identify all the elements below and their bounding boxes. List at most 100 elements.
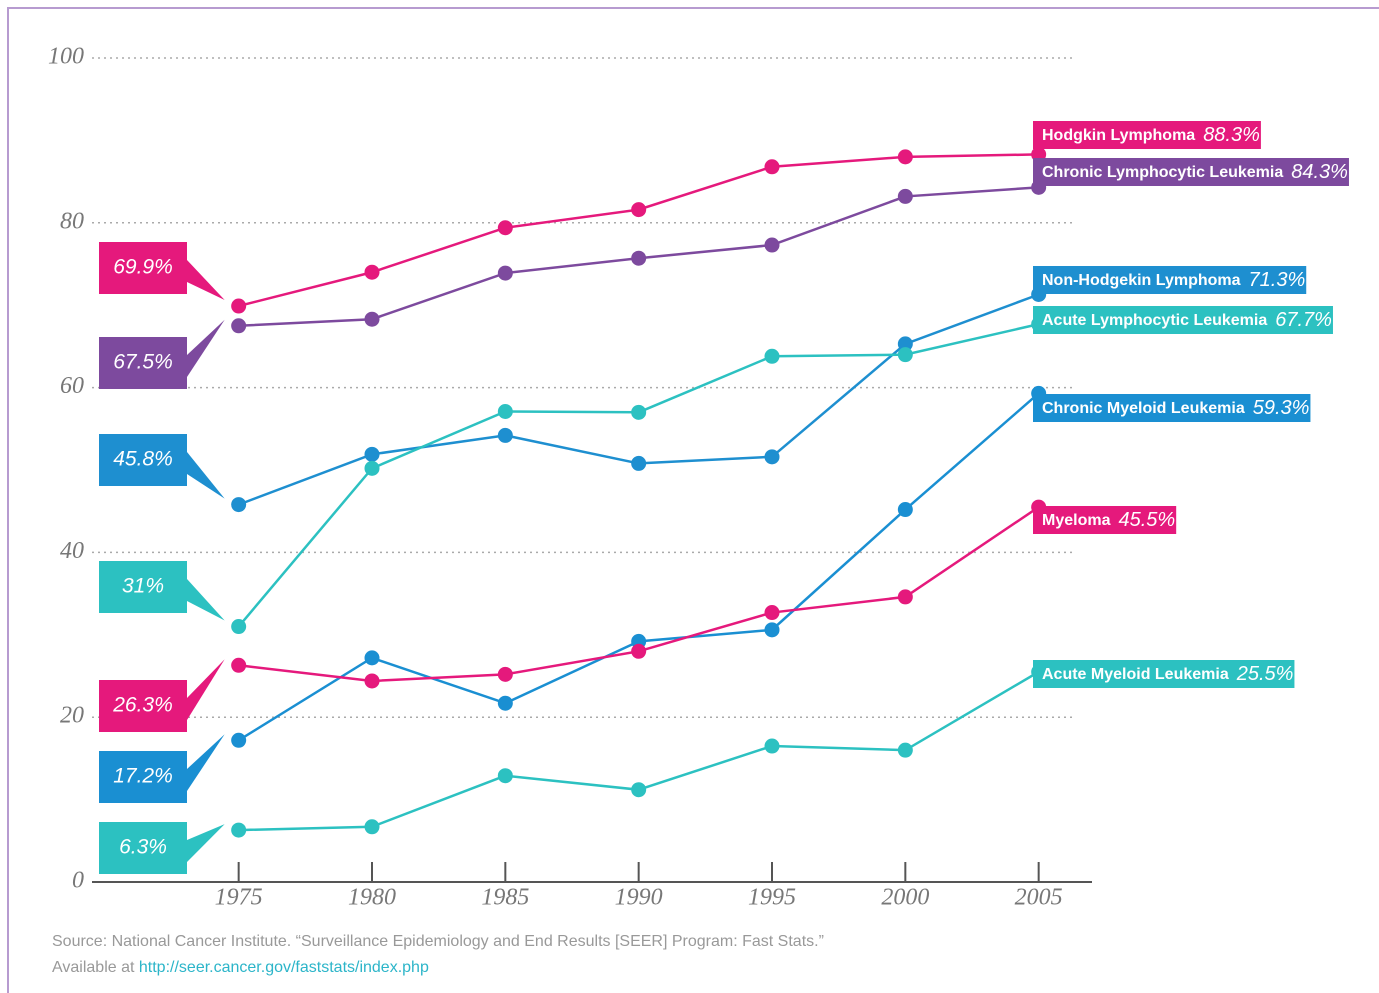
callout-pointer xyxy=(187,579,225,621)
data-point xyxy=(364,311,380,327)
callout-box xyxy=(99,680,187,732)
series-label: Hodgkin Lymphoma 88.3% xyxy=(1033,121,1261,149)
series-line xyxy=(238,670,1040,832)
value-label: 84.3% xyxy=(1291,161,1348,183)
series-label: Chronic Lymphocytic Leukemia 84.3% xyxy=(1033,158,1349,186)
data-point xyxy=(231,657,247,673)
data-point xyxy=(764,348,780,364)
x-tick-label: 1975 xyxy=(215,885,263,911)
series-name: Acute Myeloid Leukemia xyxy=(1042,666,1229,683)
value-label: 88.3% xyxy=(1203,124,1260,146)
series-label: Chronic Myeloid Leukemia 59.3% xyxy=(1033,394,1311,422)
y-tick-label: 0 xyxy=(72,868,84,894)
series-name: Myeloma xyxy=(1042,512,1111,529)
source-line: Available at http://seer.cancer.gov/fast… xyxy=(52,959,429,976)
callout-pointer xyxy=(187,734,225,791)
data-point xyxy=(764,622,780,638)
x-tick-label: 1995 xyxy=(748,885,796,911)
series-label-text: Acute Myeloid Leukemia 25.5% xyxy=(1042,663,1293,685)
value-label: 69.9% xyxy=(113,256,173,279)
series-line xyxy=(238,392,1040,742)
data-point xyxy=(897,336,913,352)
callout-pointer xyxy=(187,824,225,862)
callout-box xyxy=(99,434,187,486)
data-point xyxy=(497,666,513,682)
series-line xyxy=(238,293,1040,506)
callout-box xyxy=(99,337,187,389)
series-name: Non-Hodgekin Lymphoma xyxy=(1042,272,1241,289)
data-point xyxy=(764,159,780,175)
data-point xyxy=(631,250,647,266)
data-point xyxy=(497,265,513,281)
series-label: Acute Lymphocytic Leukemia 67.7% xyxy=(1033,306,1333,334)
data-point xyxy=(764,449,780,465)
series-line xyxy=(237,322,1039,628)
data-point xyxy=(364,446,380,462)
frame xyxy=(7,7,1379,993)
series-label-box xyxy=(1033,266,1307,294)
data-point xyxy=(764,237,780,253)
data-point xyxy=(497,220,513,236)
data-point xyxy=(231,298,247,314)
data-point xyxy=(631,455,647,471)
data-point xyxy=(231,318,247,334)
data-point xyxy=(897,149,913,165)
series-name: Acute Lymphocytic Leukemia xyxy=(1042,312,1267,329)
series-label-text: Chronic Myeloid Leukemia 59.3% xyxy=(1042,397,1309,419)
y-tick-label: 60 xyxy=(60,373,84,399)
data-point xyxy=(897,502,913,518)
x-tick-label: 2005 xyxy=(1015,885,1063,911)
value-label: 67.5% xyxy=(113,351,173,374)
x-tick-label: 1990 xyxy=(615,885,663,911)
data-point xyxy=(631,643,647,659)
callout-box xyxy=(99,822,187,874)
source-link[interactable]: http://seer.cancer.gov/faststats/index.p… xyxy=(139,959,429,976)
data-point xyxy=(897,188,913,204)
value-label: 25.5% xyxy=(1236,663,1294,685)
callout-box xyxy=(99,561,187,613)
data-point xyxy=(364,650,380,666)
value-label: 6.3% xyxy=(119,836,167,859)
y-tick-label: 100 xyxy=(48,44,84,70)
source-prefix: Available at xyxy=(52,959,135,976)
value-label: 45.5% xyxy=(1118,509,1175,531)
data-point xyxy=(231,497,247,513)
data-point xyxy=(364,460,380,476)
series-label: Acute Myeloid Leukemia 25.5% xyxy=(1033,660,1295,688)
source-line: Source: National Cancer Institute. “Surv… xyxy=(52,933,824,950)
value-label: 26.3% xyxy=(112,694,173,717)
callout-box xyxy=(99,242,187,294)
series-label-box xyxy=(1033,158,1349,186)
callout-box xyxy=(99,751,187,803)
x-tick-label: 2000 xyxy=(881,885,929,911)
callout-pointer xyxy=(187,452,225,499)
series-label-text: Chronic Lymphocytic Leukemia 84.3% xyxy=(1042,161,1348,183)
data-point xyxy=(631,404,647,420)
callout-pointer xyxy=(187,319,225,377)
data-point xyxy=(764,605,780,621)
value-label: 17.2% xyxy=(113,765,173,788)
y-tick-label: 40 xyxy=(60,538,84,564)
data-point xyxy=(364,673,380,689)
data-point xyxy=(231,822,247,838)
data-point xyxy=(897,742,913,758)
value-label: 31% xyxy=(122,575,164,598)
data-point xyxy=(231,619,247,635)
series-label-text: Myeloma 45.5% xyxy=(1042,509,1175,531)
series-name: Chronic Lymphocytic Leukemia xyxy=(1042,164,1283,181)
value-label: 71.3% xyxy=(1249,269,1306,291)
data-point xyxy=(897,589,913,605)
data-point xyxy=(497,695,513,711)
data-point xyxy=(497,768,513,784)
callout-pointer xyxy=(187,659,225,720)
x-tick-label: 1980 xyxy=(348,885,396,911)
y-tick-label: 20 xyxy=(60,703,84,729)
data-point xyxy=(497,403,513,419)
series-line xyxy=(238,153,1039,308)
series-label-box xyxy=(1033,660,1295,688)
series-label-text: Non-Hodgekin Lymphoma 71.3% xyxy=(1042,269,1305,291)
data-point xyxy=(364,264,380,280)
series-label-box xyxy=(1033,394,1311,422)
data-point xyxy=(364,819,380,835)
